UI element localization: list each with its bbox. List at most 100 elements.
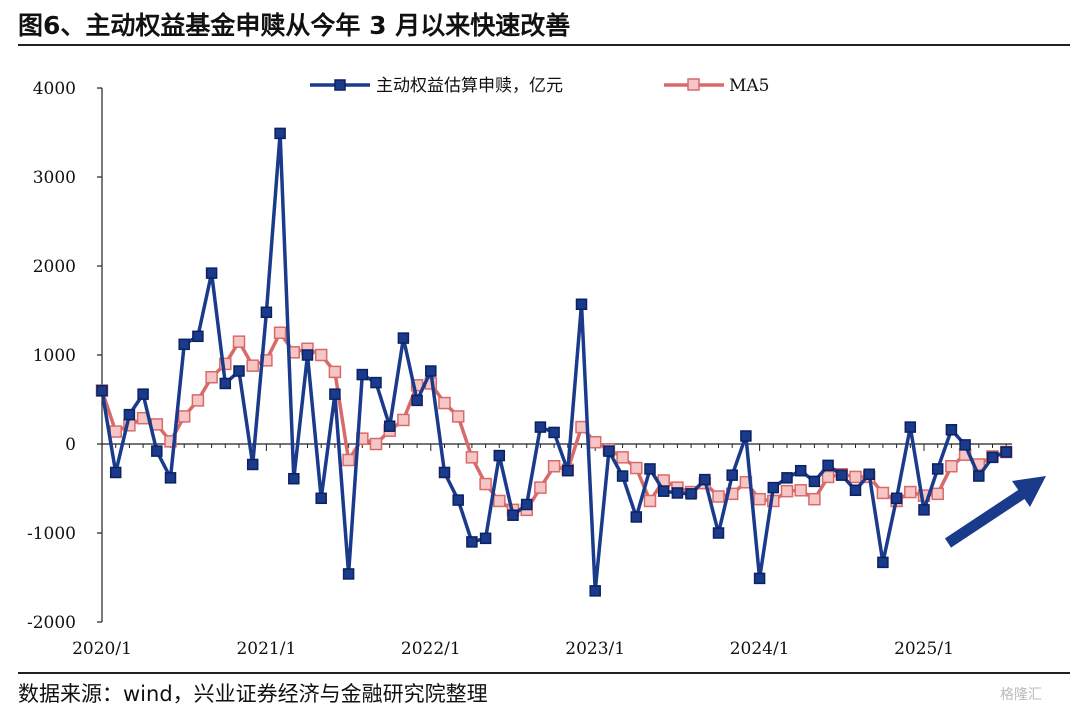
ma5-point — [616, 451, 629, 464]
flow-point — [370, 376, 382, 389]
flow-point — [863, 468, 875, 481]
ma5-point — [534, 481, 547, 494]
trend-arrow — [944, 476, 1046, 548]
flow-point — [329, 388, 341, 400]
flow-point — [123, 408, 136, 421]
flow-point — [630, 511, 643, 523]
flow-point — [246, 458, 259, 471]
ma5-point — [547, 460, 561, 473]
flow-point — [507, 509, 519, 521]
ma5-point — [630, 461, 643, 475]
ma5-point — [177, 410, 191, 423]
flow-point — [411, 394, 423, 407]
chart-title: 图6、主动权益基金申赎从今年 3 月以来快速改善 — [18, 11, 571, 40]
title-divider — [18, 44, 1070, 46]
flow-point — [164, 472, 177, 484]
y-tick-label: 2000 — [33, 257, 76, 277]
flow-point — [740, 430, 752, 442]
flow-point — [452, 494, 464, 506]
chart-legend: 主动权益估算申赎，亿元 MA5 — [310, 76, 770, 96]
x-tick-label: 2023/1 — [565, 639, 625, 659]
ma5-point — [876, 486, 890, 500]
flow-point — [137, 388, 149, 400]
x-tick-label: 2024/1 — [730, 639, 790, 659]
flow-point — [616, 470, 629, 482]
ma5-point — [465, 451, 479, 464]
flow-point — [986, 451, 999, 464]
flow-point — [877, 556, 889, 569]
ma5-point — [849, 470, 862, 484]
flow-line — [100, 131, 1007, 593]
flow-point — [356, 368, 369, 381]
ma5-point — [205, 371, 218, 384]
legend-swatch-ma5-marker — [687, 78, 700, 91]
x-tick-label: 2020/1 — [72, 639, 132, 659]
flow-point — [520, 498, 533, 511]
ma5-point — [808, 492, 821, 506]
y-tick-label: -1000 — [27, 524, 76, 544]
flow-point — [479, 532, 492, 545]
flow-point — [767, 481, 780, 494]
flow-point — [534, 421, 547, 433]
flow-point — [890, 492, 903, 505]
flow-point — [685, 488, 697, 500]
flow-point — [904, 421, 917, 433]
ma5-point — [328, 365, 342, 379]
y-tick-label: 0 — [65, 435, 76, 455]
flow-point — [109, 466, 122, 479]
flow-point — [233, 365, 245, 377]
flow-point — [712, 527, 725, 539]
ma5-point — [342, 453, 355, 467]
ma5-point — [369, 437, 383, 451]
flow-point — [657, 485, 670, 497]
flow-point — [205, 267, 218, 279]
flow-point — [315, 492, 327, 505]
ma5-point — [397, 413, 410, 427]
flow-point — [699, 473, 711, 486]
arrow-head — [1012, 476, 1046, 507]
flow-point — [822, 459, 834, 472]
flow-point — [781, 472, 793, 484]
ma5-point — [438, 396, 451, 410]
flow-point — [644, 463, 656, 475]
x-tick-label: 2022/1 — [401, 639, 461, 659]
flow-point — [603, 445, 615, 457]
flow-point — [178, 338, 190, 351]
flow-point — [151, 445, 163, 457]
flow-point — [438, 466, 451, 479]
line-chart: -2000 -1000 0 1000 2000 3000 4000 2020/1 2021/1 2… — [27, 76, 1046, 659]
y-tick-label: 1000 — [33, 346, 76, 366]
flow-point — [753, 572, 766, 585]
ma5-point — [493, 494, 506, 508]
y-tick-label: -2000 — [27, 613, 76, 633]
flow-point — [808, 475, 821, 488]
flow-point — [671, 487, 684, 499]
ma5-point — [904, 485, 917, 499]
flow-point — [425, 365, 437, 377]
flow-point — [918, 504, 930, 516]
flow-point — [945, 424, 958, 436]
y-tick-label: 3000 — [33, 168, 76, 188]
flow-point — [192, 330, 204, 343]
legend-swatch-flow-marker — [334, 79, 346, 91]
ma5-point — [588, 435, 602, 449]
flow-point — [342, 568, 355, 580]
watermark-logo: 格隆汇 — [1000, 687, 1042, 703]
ma5-point — [712, 490, 725, 503]
ma5-point — [246, 359, 259, 372]
flow-point — [1000, 446, 1012, 458]
ma5-point — [273, 326, 287, 339]
chart-axes: -2000 -1000 0 1000 2000 3000 4000 2020/1 2021/1 2… — [27, 79, 1012, 659]
flow-point — [274, 127, 286, 140]
flow-point — [260, 306, 273, 319]
flow-point — [288, 472, 300, 485]
flow-point — [397, 332, 410, 344]
flow-point — [466, 536, 478, 548]
legend-label-flow: 主动权益估算申赎，亿元 — [376, 76, 563, 96]
ma5-point — [232, 335, 246, 348]
ma5-point — [780, 484, 794, 498]
flow-point — [794, 464, 807, 477]
ma5-point — [643, 494, 657, 508]
x-tick-label: 2021/1 — [236, 639, 296, 659]
flow-point — [96, 384, 108, 397]
